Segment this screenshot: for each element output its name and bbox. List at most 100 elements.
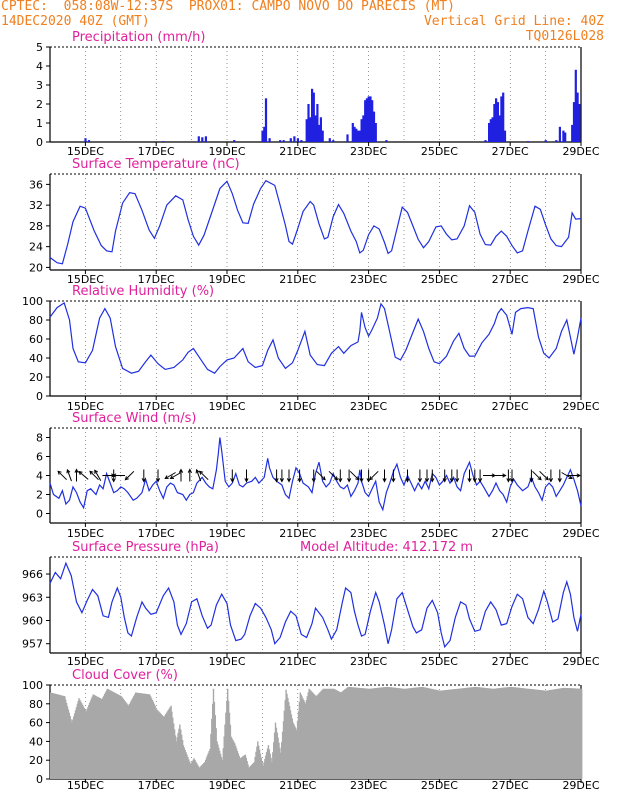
cloud-cover-bar [380,687,382,779]
cloud-cover-bar [423,687,425,779]
precipitation-bar [264,98,268,142]
cloud-cover-bar [270,757,272,779]
y-tick-label: 963 [22,591,43,604]
cloud-cover-bar [136,692,139,779]
cloud-cover-bar [246,761,248,779]
cloud-cover-bar [551,689,554,779]
wind-arrow-head [467,478,472,483]
cloud-cover-bar [296,720,299,779]
precipitation-bar [289,138,292,142]
precipitation-bar [500,96,503,142]
wind-arrow [125,470,135,481]
cloud-cover-bar [77,701,79,779]
y-tick-label: 60 [29,333,43,346]
cloud-cover-bar [473,687,476,779]
precipitation-bar [311,88,314,142]
cloud-cover-bar [580,688,582,779]
cloud-cover-bar [406,688,409,779]
cloud-cover-bar [570,688,572,779]
wind-arrow [316,470,326,481]
cloud-cover-bar [76,704,78,779]
y-tick-label: 3 [36,79,43,92]
cloud-cover-bar [563,687,565,779]
y-tick-label: 0 [36,136,43,149]
y-tick-label: 32 [29,199,43,212]
cloud-cover-bar [199,766,201,779]
precipitation-bar [374,123,377,142]
cloud-cover-bar [214,715,216,779]
cloud-cover-bar [345,688,347,779]
precipitation-bar [562,130,565,142]
cloud-cover-bar [426,687,428,779]
cloud-cover-bar [304,701,306,779]
cloud-cover-bar [404,688,406,779]
cloud-cover-bar [496,688,499,779]
cloud-cover-bar [81,703,83,779]
cloud-cover-bar [127,705,130,779]
cloud-cover-bar [135,692,138,779]
cloud-cover-bar [56,694,58,779]
cloud-cover-bar [512,687,515,779]
x-tick-label: 23DEC [350,273,387,286]
precipitation-bar [204,136,207,142]
cloud-cover-bar [220,757,223,779]
cloud-cover-bar [402,688,404,779]
cloud-cover-bar [390,687,393,779]
cloud-cover-bar [135,692,137,779]
cloud-cover-bar [208,751,210,779]
cloud-cover-bar [281,742,283,779]
x-tick-label: 27DEC [492,273,529,286]
cloud-cover-bar [181,740,184,779]
cloud-cover-bar [564,687,566,779]
x-tick-label: 25DEC [421,655,458,668]
cloud-cover-bar [386,686,388,779]
header-line1: CPTEC: 058:08W-12:37S PROX01: CAMPO NOVO… [1,0,455,14]
cloud-cover-bar [153,703,155,779]
cloud-cover-bar [141,693,143,779]
wind-arrow-head [187,468,192,473]
cloud-cover-bar [190,762,193,779]
cloud-cover-bar [418,687,420,779]
cloud-cover-bar [358,687,360,779]
cloud-cover-bar [537,689,539,779]
cloud-cover-bar [451,689,454,779]
x-tick-label: 15DEC [67,145,104,158]
cloud-cover-bar [377,687,379,779]
cloud-cover-bar [286,693,288,779]
cloud-cover-bar [201,764,203,779]
cloud-cover-bar [191,761,193,779]
cloud-cover-bar [519,687,521,779]
cloud-cover-bar [303,700,305,779]
cloud-cover-bar [351,687,354,779]
cloud-cover-bar [122,698,124,779]
cloud-cover-bar [112,691,114,779]
x-tick-label: 17DEC [138,400,175,413]
cloud-cover-bar [211,718,213,779]
cloud-cover-bar [489,688,492,779]
wind-arrow-head [89,470,94,475]
cloud-cover-bar [300,694,302,779]
cloud-cover-bar [96,696,99,779]
cloud-cover-bar [526,688,528,779]
precipitation-bar [318,124,321,142]
cloud-cover-bar [492,688,494,779]
cloud-cover-bar [556,688,558,779]
x-tick-label: 17DEC [138,527,175,540]
cloud-cover-bar [306,696,308,779]
precipitation-bar [365,98,368,142]
cloud-cover-bar [408,688,410,779]
cloud-cover-bar [507,687,509,779]
cloud-cover-bar [427,688,430,779]
wind-arrow [369,470,379,481]
x-tick-label: 27DEC [492,779,529,792]
cloud-cover-bar [324,688,326,779]
cloud-cover-bar [110,690,112,779]
cloud-cover-bar [105,690,108,779]
cloud-cover-bar [329,688,332,779]
cloud-cover-bar [571,688,573,779]
cloud-cover-bar [171,711,173,779]
cloud-cover-bar [169,707,171,779]
cloud-cover-bar [115,693,117,779]
cloud-cover-bar [335,690,338,779]
precipitation-bar [369,96,372,142]
